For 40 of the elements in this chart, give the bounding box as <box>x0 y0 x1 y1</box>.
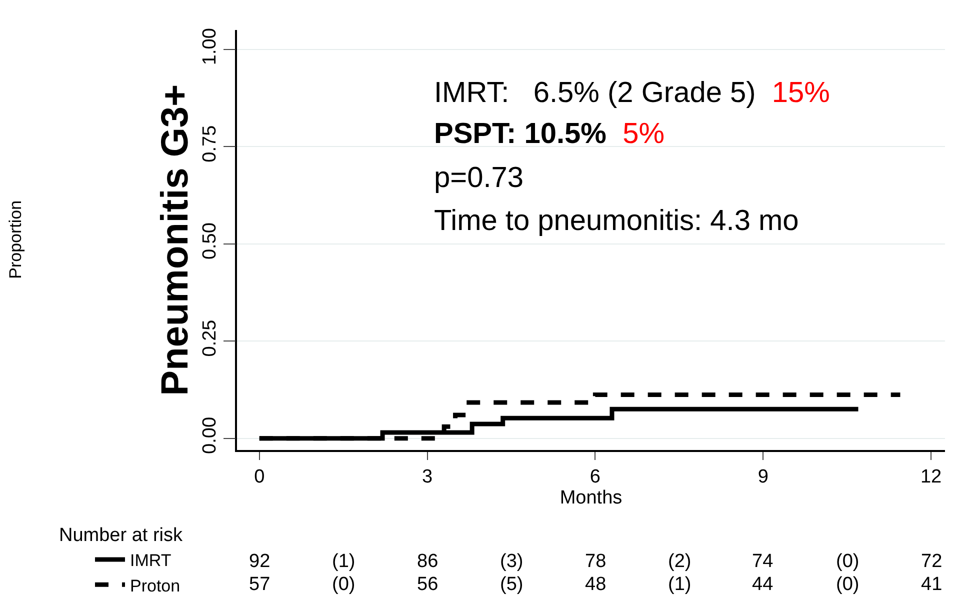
text: (1) <box>332 551 356 572</box>
y-tick-label: 0.50 <box>200 222 221 260</box>
text: 92 <box>249 551 270 572</box>
y-tick-label: 0.25 <box>200 320 221 357</box>
text: (3) <box>500 551 524 572</box>
y-tick-label: 0.75 <box>200 125 221 162</box>
annotation: PSPT: 10.5% <box>434 118 607 150</box>
x-tick-label: 12 <box>920 466 942 488</box>
annotation: Time to pneumonitis: 4.3 mo <box>434 205 799 237</box>
text: 78 <box>585 551 606 572</box>
text: 44 <box>752 574 774 595</box>
text: (1) <box>668 574 692 595</box>
x-axis-title: Months <box>560 488 622 509</box>
y-tick-label: 1.00 <box>200 28 221 66</box>
text: 48 <box>585 574 606 595</box>
legend-label: IMRT <box>130 551 172 570</box>
text: (2) <box>668 551 692 572</box>
text: (0) <box>836 574 860 595</box>
x-tick-label: 3 <box>422 466 433 488</box>
text: 86 <box>417 551 438 572</box>
legend-label: Proton <box>130 576 180 596</box>
x-tick-label: 9 <box>758 466 768 488</box>
text: 57 <box>249 574 270 595</box>
text: 72 <box>921 551 942 572</box>
text: (0) <box>836 551 860 572</box>
annotation: 5% <box>622 118 665 150</box>
text: Number at risk <box>59 525 184 546</box>
text: 56 <box>417 574 438 595</box>
y-tick-label: 0.00 <box>200 416 221 454</box>
annotation: 15% <box>772 77 830 109</box>
text: 74 <box>752 551 774 572</box>
annotation: p=0.73 <box>434 162 524 194</box>
x-tick-label: 0 <box>254 466 265 488</box>
annotation: IMRT: 6.5% (2 Grade 5) <box>434 77 756 109</box>
text: 41 <box>921 574 942 595</box>
text: (5) <box>500 574 524 595</box>
x-tick-label: 6 <box>590 466 600 488</box>
text: (0) <box>332 574 356 595</box>
text: Proportion <box>6 200 25 279</box>
y-axis-title: Pneumonitis G3+ <box>154 84 196 396</box>
